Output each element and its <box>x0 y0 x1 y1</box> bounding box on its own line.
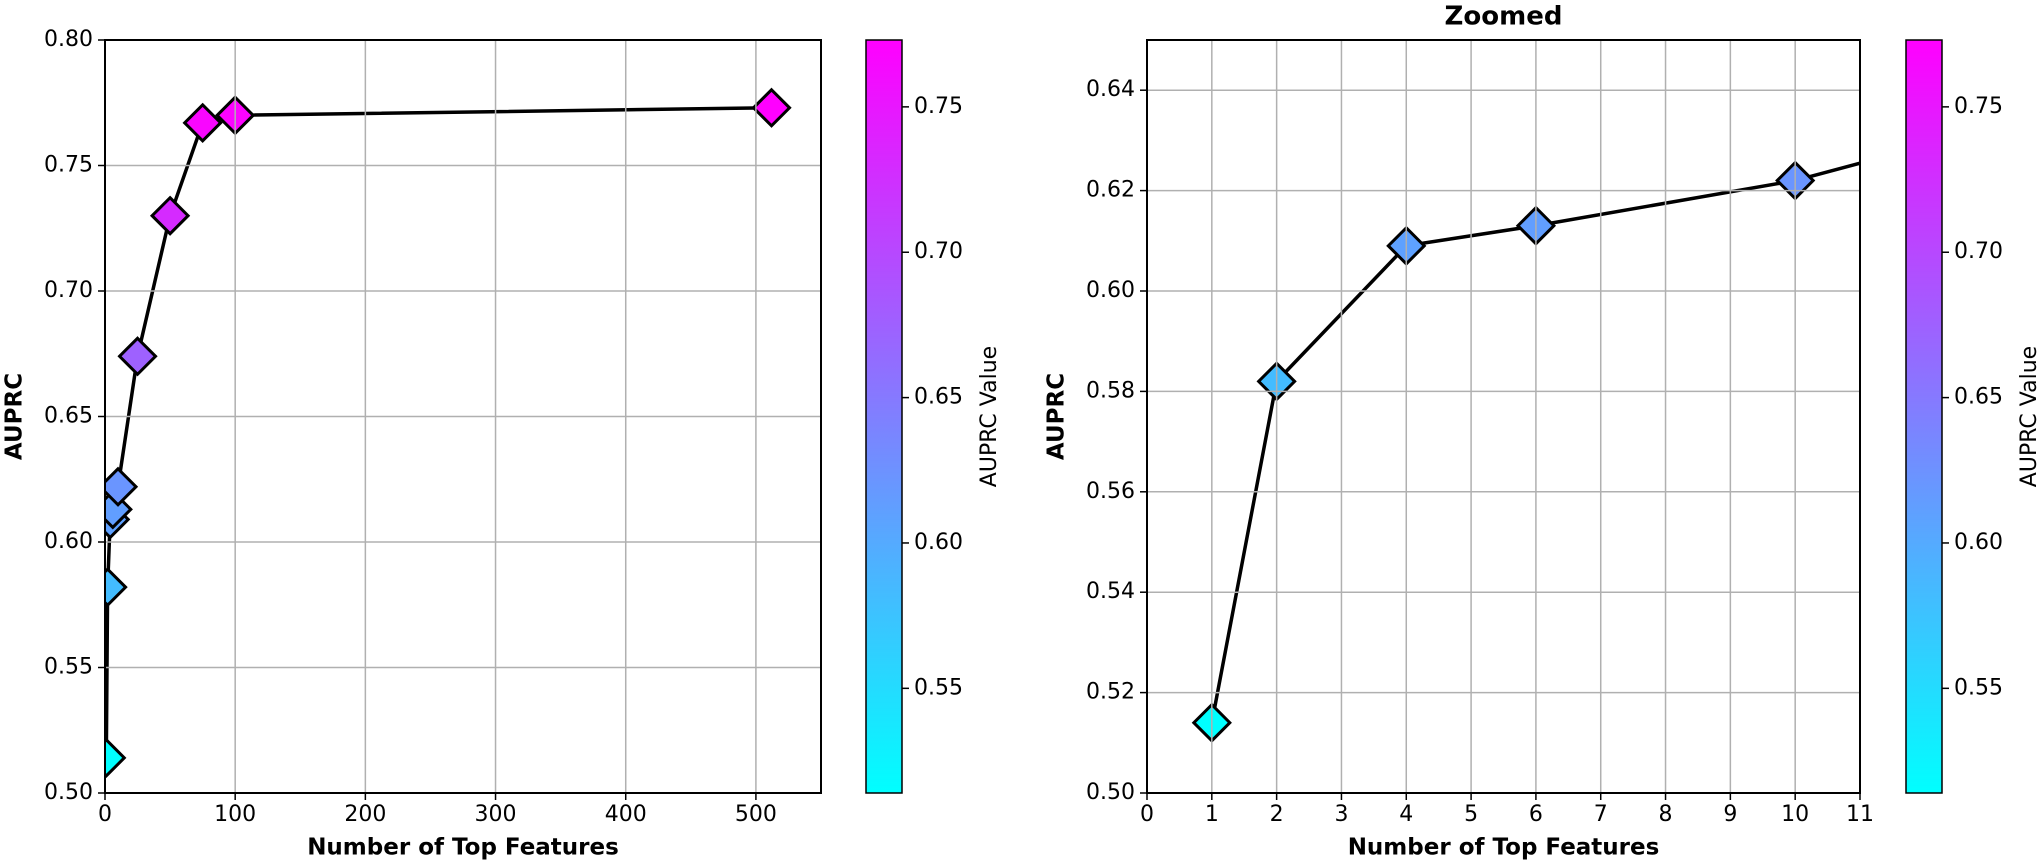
x-tick-label: 5 <box>1464 802 1478 827</box>
colorbar-tick-label: 0.60 <box>914 530 963 555</box>
marker <box>105 737 127 778</box>
y-tick-label: 0.60 <box>1086 278 1135 303</box>
chart-title: Zoomed <box>1445 2 1563 32</box>
x-tick-label: 10 <box>1781 802 1809 827</box>
colorbar-tick-label: 0.75 <box>914 94 963 119</box>
colorbar-tick-label: 0.75 <box>1954 94 2003 119</box>
y-tick-label: 0.65 <box>44 404 93 429</box>
x-tick-label: 200 <box>344 802 386 827</box>
colorbar-tick-label: 0.70 <box>914 239 963 264</box>
y-tick-label: 0.75 <box>44 153 93 178</box>
y-axis-label: AUPRC <box>2 373 28 460</box>
plot-frame <box>1146 39 1861 794</box>
x-tick-label: 6 <box>1529 802 1543 827</box>
y-tick-label: 0.50 <box>1086 780 1135 805</box>
y-tick-label: 0.52 <box>1086 680 1135 705</box>
marker <box>105 466 139 507</box>
x-tick-label: 500 <box>735 802 777 827</box>
colorbar <box>1905 39 1943 794</box>
y-tick-label: 0.64 <box>1086 77 1135 102</box>
colorbar-label: AUPRC Value <box>977 346 1002 487</box>
y-tick-label: 0.56 <box>1086 479 1135 504</box>
x-axis-label: Number of Top Features <box>307 835 619 861</box>
colorbar-tick-label: 0.55 <box>1954 675 2003 700</box>
y-tick-label: 0.54 <box>1086 579 1135 604</box>
y-tick-label: 0.60 <box>44 529 93 554</box>
x-axis-label: Number of Top Features <box>1348 835 1660 861</box>
x-tick-label: 400 <box>605 802 647 827</box>
x-tick-label: 8 <box>1659 802 1673 827</box>
y-tick-label: 0.80 <box>44 27 93 52</box>
colorbar-tick-label: 0.55 <box>914 675 963 700</box>
x-tick-label: 11 <box>1846 802 1874 827</box>
y-tick-label: 0.50 <box>44 780 93 805</box>
x-tick-label: 4 <box>1399 802 1413 827</box>
marker <box>149 195 191 236</box>
x-tick-label: 0 <box>1140 802 1154 827</box>
colorbar-tick-label: 0.65 <box>1954 385 2003 410</box>
x-tick-label: 3 <box>1334 802 1348 827</box>
colorbar-tick-label: 0.65 <box>914 385 963 410</box>
marker <box>105 489 133 530</box>
marker <box>182 102 223 143</box>
x-tick-label: 100 <box>214 802 256 827</box>
x-tick-label: 7 <box>1594 802 1608 827</box>
x-tick-label: 1 <box>1205 802 1219 827</box>
marker <box>105 567 128 608</box>
marker <box>117 336 158 377</box>
colorbar <box>865 39 903 794</box>
y-tick-label: 0.62 <box>1086 178 1135 203</box>
series-line <box>105 106 772 758</box>
y-tick-label: 0.58 <box>1086 378 1135 403</box>
x-tick-label: 9 <box>1723 802 1737 827</box>
plot-area <box>105 87 792 778</box>
colorbar-tick-label: 0.60 <box>1954 530 2003 555</box>
y-tick-label: 0.55 <box>44 655 93 680</box>
x-tick-label: 300 <box>475 802 517 827</box>
y-tick-label: 0.70 <box>44 278 93 303</box>
x-tick-label: 2 <box>1270 802 1284 827</box>
colorbar-label: AUPRC Value <box>2017 346 2042 487</box>
x-tick-label: 0 <box>98 802 112 827</box>
plot-frame <box>104 39 822 794</box>
colorbar-tick-label: 0.70 <box>1954 239 2003 264</box>
marker <box>751 87 792 128</box>
y-axis-label: AUPRC <box>1044 373 1070 460</box>
